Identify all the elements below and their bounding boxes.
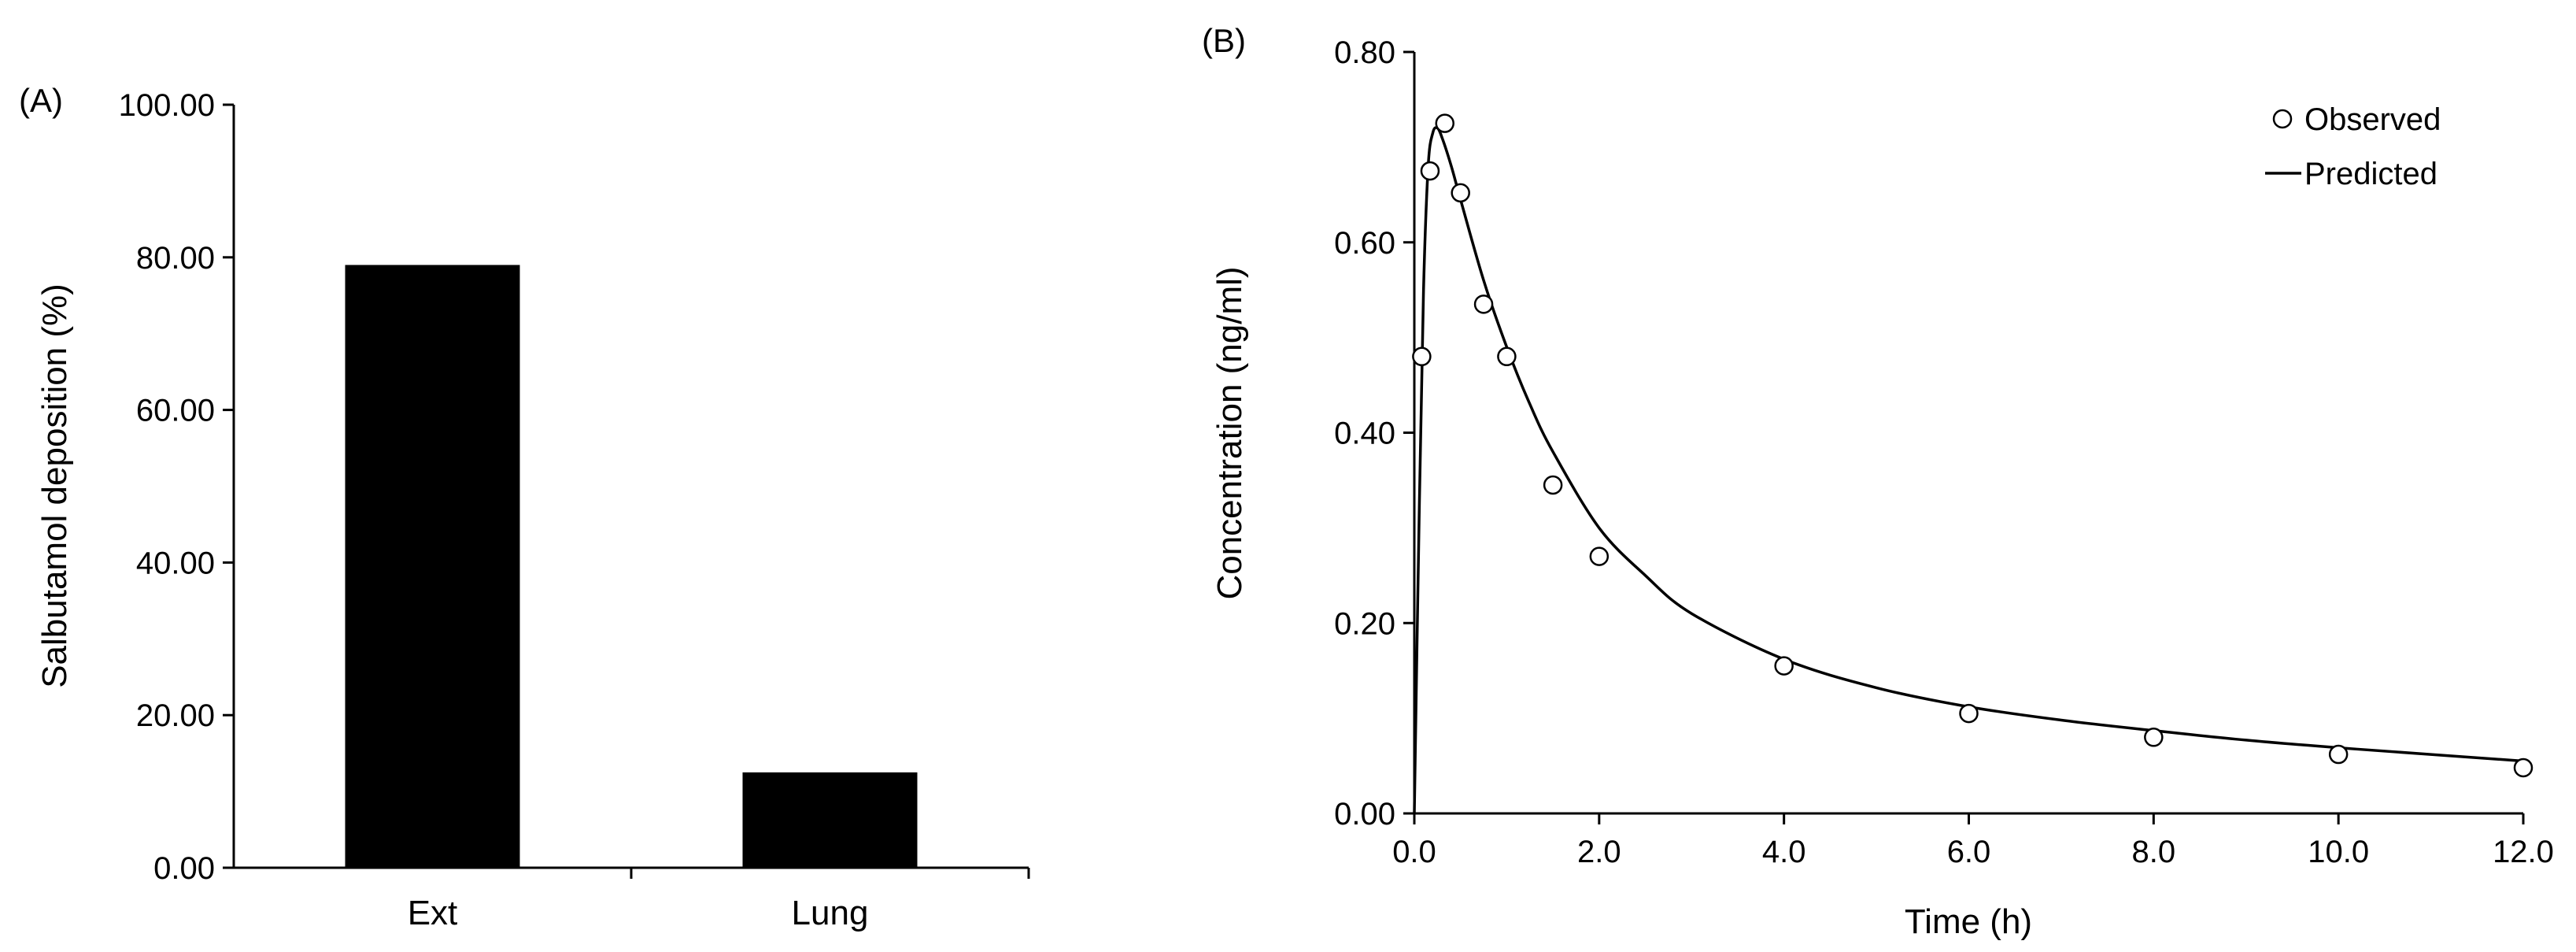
panel-a-x-ticks: Ext Lung <box>408 868 1030 932</box>
observed-point <box>1543 475 1563 495</box>
observed-point <box>1589 546 1610 566</box>
panel-b-x-axis-title: Time (h) <box>1905 902 2032 941</box>
bar-lung <box>742 772 918 868</box>
panel-b-x-tick-label: 10.0 <box>2308 835 2369 869</box>
legend-observed-marker <box>2272 109 2293 129</box>
panel-a-x-tick-label: Lung <box>792 894 869 932</box>
panel-a-y-tick-label: 60.00 <box>136 394 215 428</box>
observed-point <box>1451 183 1470 203</box>
panel-a-label: (A) <box>19 82 63 119</box>
panel-a-y-tick-label: 20.00 <box>136 698 215 733</box>
panel-b-legend: Observed Predicted <box>2265 102 2441 191</box>
panel-a-bar-chart: (A) 0.00 20.00 40.00 60.00 80.00 100.00 Ext Lu… <box>19 82 1030 932</box>
panel-b-x-tick-label: 0.0 <box>1392 835 1436 869</box>
observed-point <box>1420 161 1440 181</box>
observed-point <box>1412 346 1432 367</box>
observed-point <box>2513 758 2533 778</box>
panel-a-y-tick-label: 100.00 <box>119 88 215 123</box>
panel-a-y-axis-title: Salbutamol deposition (%) <box>35 283 74 688</box>
panel-a-y-tick-label: 80.00 <box>136 241 215 276</box>
observed-series-points <box>1412 113 2533 778</box>
panel-b-line-chart: (B) 0.00 0.20 0.40 0.60 0.80 0.0 2.0 4.0 6.0 8.0… <box>1202 22 2554 941</box>
observed-point <box>1473 294 1494 314</box>
panel-b-y-axis-title: Concentration (ng/ml) <box>1210 266 1249 599</box>
panel-b-x-tick-label: 6.0 <box>1947 835 1991 869</box>
panel-b-y-tick-label: 0.00 <box>1334 797 1395 832</box>
observed-point <box>1774 656 1794 676</box>
panel-b-y-tick-label: 0.40 <box>1334 417 1395 451</box>
panel-b-label: (B) <box>1202 22 1246 59</box>
panel-b-x-tick-label: 2.0 <box>1577 835 1621 869</box>
legend-predicted-label: Predicted <box>2304 157 2437 191</box>
observed-point <box>1435 113 1454 133</box>
observed-point <box>2144 728 2164 747</box>
panel-b-x-tick-label: 8.0 <box>2132 835 2176 869</box>
panel-b-y-tick-label: 0.60 <box>1334 226 1395 261</box>
observed-point <box>1959 703 1979 724</box>
observed-point <box>1497 346 1517 367</box>
panel-a-bars <box>345 265 918 868</box>
panel-b-x-tick-label: 4.0 <box>1762 835 1806 869</box>
panel-a-x-tick-label: Ext <box>408 894 458 932</box>
panel-a-y-tick-label: 0.00 <box>153 851 215 886</box>
panel-b-y-tick-label: 0.80 <box>1334 35 1395 70</box>
panel-a-y-ticks: 0.00 20.00 40.00 60.00 80.00 100.00 <box>119 88 234 886</box>
panel-b-x-ticks: 0.0 2.0 4.0 6.0 8.0 10.0 12.0 <box>1392 813 2554 869</box>
observed-point <box>2328 744 2349 765</box>
panel-a-y-tick-label: 40.00 <box>136 546 215 580</box>
panel-b-y-ticks: 0.00 0.20 0.40 0.60 0.80 <box>1334 35 1414 832</box>
panel-b-x-tick-label: 12.0 <box>2493 835 2554 869</box>
legend-observed-label: Observed <box>2304 102 2441 137</box>
panel-b-y-tick-label: 0.20 <box>1334 606 1395 641</box>
bar-ext <box>345 265 520 868</box>
